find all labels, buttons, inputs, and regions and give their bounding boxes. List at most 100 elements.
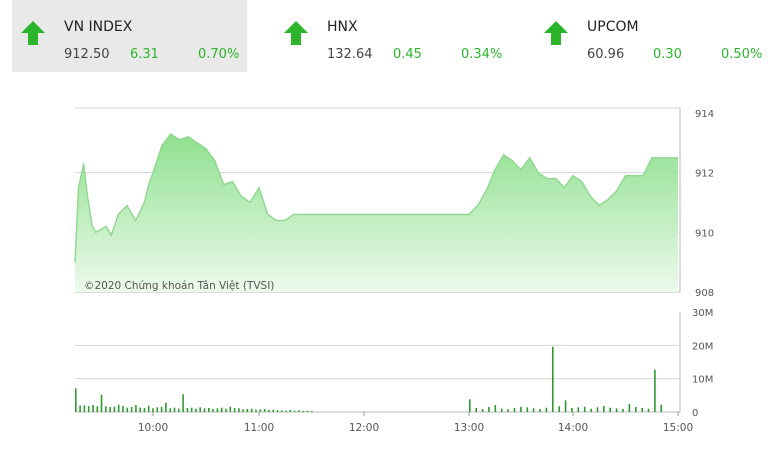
volume-bar — [285, 410, 287, 412]
price-point — [485, 190, 487, 192]
price-line — [74, 132, 678, 263]
price-point — [223, 184, 225, 186]
price-point — [616, 190, 618, 192]
volume-bar — [229, 406, 232, 412]
price-point — [178, 139, 181, 141]
price-point — [581, 181, 583, 183]
price-point — [677, 157, 679, 159]
volume-bar — [195, 408, 197, 412]
volume-bar — [306, 410, 309, 412]
price-point — [503, 154, 505, 156]
price-point — [659, 157, 662, 159]
volume-bar — [526, 407, 529, 412]
ticker-upcom[interactable]: UPCOM 60.96 0.30 0.50% — [535, 0, 775, 72]
price-point — [301, 213, 303, 215]
volume-bar — [293, 410, 296, 412]
market-chart: 914 912 910 908 30M 20M 10M 0 10:00 11:00 12:00 13:… — [0, 72, 780, 445]
volume-bar — [596, 407, 599, 412]
price-point — [117, 213, 119, 215]
volume-bar — [225, 408, 227, 412]
price-point — [135, 219, 137, 221]
price-point — [537, 172, 539, 174]
ticker-value: 912.50 — [64, 47, 110, 62]
volume-bar — [276, 410, 279, 412]
ticker-hnx[interactable]: HNX 132.64 0.45 0.34% — [275, 0, 515, 72]
price-point — [477, 204, 479, 207]
volume-bar — [233, 408, 236, 412]
volume-bar — [250, 408, 253, 412]
arrow-up-icon — [544, 21, 568, 45]
ticker-name: VN INDEX — [64, 19, 133, 35]
volume-tick-label: 10M — [692, 375, 713, 386]
ticker-value: 132.64 — [327, 47, 373, 62]
volume-bars — [75, 346, 663, 412]
price-point — [607, 198, 609, 201]
volume-bar — [165, 402, 167, 412]
volume-bar — [507, 409, 509, 412]
price-point — [83, 163, 85, 165]
price-point — [572, 175, 574, 177]
price-point — [284, 219, 286, 221]
volume-bar — [246, 409, 249, 412]
volume-bar — [494, 405, 497, 412]
volume-tick-label: 30M — [692, 308, 713, 319]
volume-bar — [469, 399, 471, 412]
price-point — [529, 157, 531, 159]
volume-bar — [79, 405, 81, 412]
volume-bar — [628, 404, 631, 412]
volume-bar — [75, 388, 77, 412]
price-point — [668, 157, 670, 159]
price-point — [651, 157, 653, 159]
ticker-vn-index[interactable]: VN INDEX 912.50 6.31 0.70% — [12, 0, 247, 72]
volume-tick-label: 20M — [692, 341, 713, 352]
volume-bar — [263, 409, 266, 412]
volume-bar — [255, 409, 257, 412]
volume-bar — [190, 407, 193, 412]
price-point — [86, 193, 88, 195]
ticker-percent: 0.34% — [461, 47, 503, 62]
volume-bar — [113, 406, 116, 412]
price-point — [143, 201, 145, 204]
volume-bar — [152, 408, 154, 412]
price-point — [91, 225, 93, 227]
volume-bar — [590, 408, 592, 412]
price-tick-label: 914 — [695, 109, 714, 120]
price-point — [589, 195, 592, 198]
volume-bar — [135, 405, 137, 412]
price-point — [240, 195, 242, 198]
price-tick-label: 912 — [695, 169, 714, 180]
price-point — [95, 231, 97, 233]
arrow-up-icon — [284, 21, 308, 45]
price-point — [148, 181, 151, 183]
volume-bar — [615, 408, 618, 412]
volume-bar — [203, 408, 206, 412]
volume-bar — [238, 408, 240, 412]
volume-bar — [545, 407, 548, 412]
volume-bar — [87, 406, 90, 412]
price-point — [267, 213, 269, 215]
ticker-change: 0.45 — [393, 47, 422, 62]
volume-bar — [100, 394, 103, 412]
volume-bar — [147, 405, 150, 412]
price-point — [74, 261, 76, 263]
ticker-value: 60.96 — [587, 47, 625, 62]
price-point — [161, 145, 163, 147]
volume-bar — [83, 405, 86, 412]
volume-bar — [571, 408, 573, 412]
price-point — [249, 201, 251, 204]
volume-bar — [259, 409, 262, 412]
volume-bar — [481, 409, 484, 412]
volume-bar — [552, 346, 554, 412]
watermark-text: ©2020 Chứng khoán Tân Việt (TVSI) — [84, 280, 274, 292]
price-tick-label: 908 — [695, 288, 714, 299]
volume-bar — [182, 394, 184, 412]
price-point — [546, 178, 548, 180]
volume-bar — [513, 408, 516, 412]
volume-bar — [130, 407, 133, 412]
price-point — [105, 225, 107, 227]
x-tick-label: 10:00 — [138, 422, 168, 434]
price-point — [555, 178, 557, 180]
volume-bar — [609, 407, 611, 412]
volume-bar — [139, 407, 141, 412]
volume-bar — [603, 406, 605, 412]
